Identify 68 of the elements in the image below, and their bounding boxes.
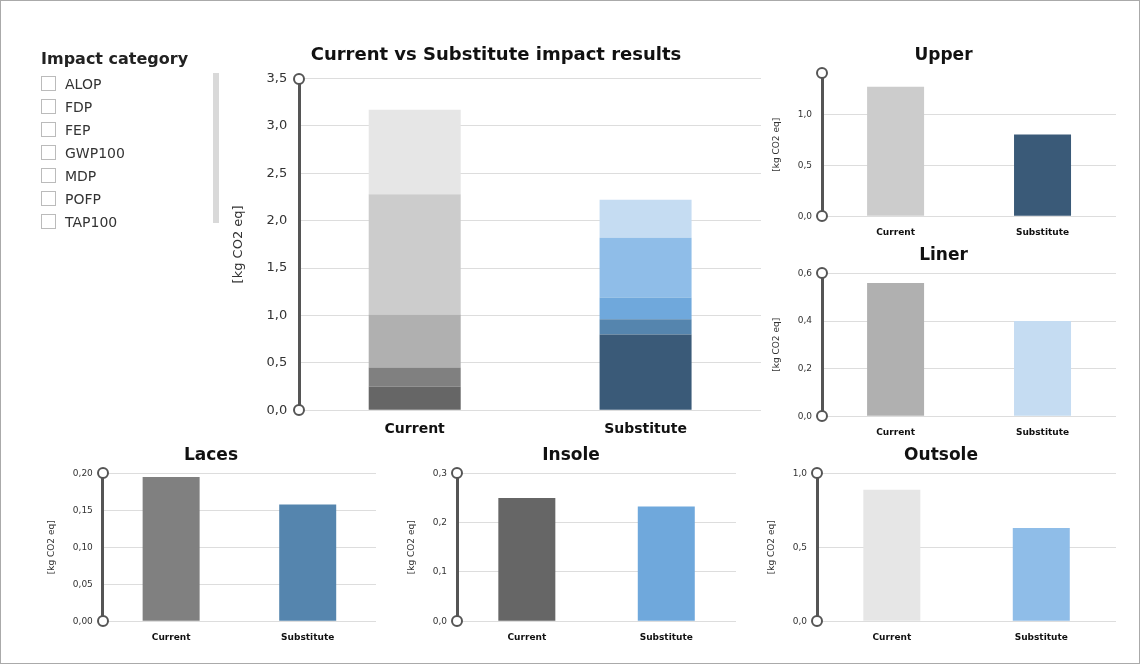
- x-tick-label: Current: [151, 631, 192, 642]
- x-tick-label: Current: [872, 631, 912, 642]
- y-tick-label: 0,2: [432, 517, 448, 528]
- bar: [368, 194, 461, 315]
- y-axis-title: [kg CO2 eq]: [770, 317, 781, 372]
- bar: [599, 237, 692, 298]
- x-tick-label: Substitute: [1015, 426, 1070, 437]
- chart-title: Upper: [914, 43, 974, 64]
- x-tick-label: Current: [384, 420, 446, 437]
- y-tick-label: 1,0: [792, 467, 808, 478]
- x-tick-label: Substitute: [1015, 226, 1070, 237]
- y-tick-label: 0,20: [72, 467, 94, 478]
- y-tick-label: 0,10: [72, 541, 94, 552]
- y-tick-label: 0,05: [72, 578, 93, 589]
- bar: [599, 297, 692, 320]
- bar: [368, 367, 461, 387]
- y-tick-label: 0,2: [797, 362, 813, 373]
- y-axis-title: [kg CO2 eq]: [770, 117, 781, 172]
- y-tick-label: 0,3: [432, 467, 448, 478]
- y-tick-label: 0,5: [792, 541, 808, 552]
- bar: [599, 199, 692, 238]
- y-axis-title: [kg CO2 eq]: [45, 520, 56, 575]
- text: FDP: [65, 98, 93, 115]
- y-axis-title: [kg CO2 eq]: [405, 520, 416, 575]
- y-axis-title: [kg CO2 eq]: [765, 520, 776, 575]
- chart-title: Outsole: [904, 443, 978, 464]
- chart-title: Current vs Substitute impact results: [310, 43, 682, 65]
- x-tick-label: Current: [876, 226, 916, 237]
- x-tick-label: Substitute: [281, 631, 335, 642]
- y-tick-label: 0,0: [797, 210, 813, 221]
- text: MDP: [65, 167, 97, 184]
- chart-title: Laces: [183, 443, 239, 464]
- y-tick-label: 1,0: [266, 306, 288, 322]
- y-tick-label: 0,4: [797, 315, 813, 326]
- text: ALOP: [65, 75, 102, 92]
- y-tick-label: 0,0: [792, 615, 808, 626]
- chart-title: Insole: [542, 443, 600, 464]
- text: TAP100: [65, 213, 118, 230]
- y-tick-label: 0,00: [72, 615, 94, 626]
- bar: [368, 314, 461, 368]
- x-tick-label: Current: [507, 631, 547, 642]
- bar: [368, 386, 461, 410]
- y-tick-label: 0,5: [266, 354, 288, 370]
- y-tick-label: 2,0: [266, 212, 288, 228]
- chart-title: Liner: [919, 243, 969, 264]
- y-tick-label: 0,0: [797, 410, 813, 421]
- y-tick-label: 2,5: [266, 164, 288, 180]
- y-tick-label: 0,1: [432, 566, 448, 577]
- bar: [599, 319, 692, 335]
- bar: [599, 334, 692, 410]
- y-tick-label: 3,5: [266, 69, 288, 85]
- y-axis-title: [kg CO2 eq]: [230, 205, 246, 284]
- text: Impact category: [41, 49, 190, 68]
- x-tick-label: Substitute: [1014, 631, 1068, 642]
- x-tick-label: Substitute: [639, 631, 693, 642]
- y-tick-label: 0,6: [797, 267, 813, 278]
- y-tick-label: 1,0: [797, 108, 813, 119]
- y-tick-label: 0,15: [72, 504, 93, 515]
- x-tick-label: Current: [876, 426, 916, 437]
- text: POFP: [65, 190, 101, 207]
- y-tick-label: 1,5: [266, 259, 288, 275]
- y-tick-label: 3,0: [266, 117, 288, 133]
- x-tick-label: Substitute: [604, 420, 687, 437]
- text: GWP100: [65, 144, 125, 161]
- y-tick-label: 0,0: [266, 401, 288, 417]
- y-tick-label: 0,5: [797, 159, 813, 170]
- text: FEP: [65, 121, 91, 138]
- y-tick-label: 0,0: [432, 615, 448, 626]
